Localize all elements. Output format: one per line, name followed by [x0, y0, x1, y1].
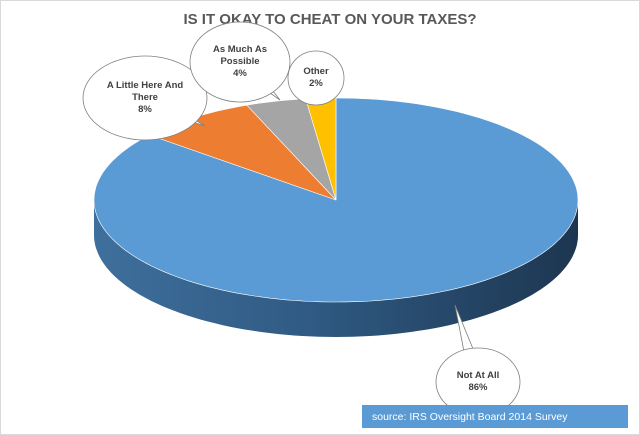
source-box — [362, 405, 628, 428]
data-label: Not At All 86% — [443, 370, 513, 394]
data-label: A Little Here And There 8% — [95, 80, 195, 116]
slice-side — [94, 200, 578, 337]
chart-title: IS IT OKAY TO CHEAT ON YOUR TAXES? — [183, 11, 476, 28]
source-note: source: IRS Oversight Board 2014 Survey — [372, 411, 568, 423]
category-label: Other — [303, 66, 329, 77]
data-label: As Much As Possible 4% — [200, 44, 280, 80]
value-label: 8% — [138, 104, 152, 115]
value-label: 4% — [233, 68, 247, 79]
callout-bubble — [189, 21, 291, 103]
category-label: A Little Here And There — [106, 80, 184, 103]
category-label: Not At All — [456, 370, 500, 381]
value-label: 86% — [468, 382, 488, 393]
callouts — [82, 21, 521, 417]
pie — [93, 97, 579, 337]
category-label: As Much As Possible — [212, 44, 268, 67]
callout-bubble — [82, 55, 208, 141]
data-label: Other 2% — [291, 66, 341, 90]
value-label: 2% — [309, 78, 323, 89]
callout-bubble — [287, 50, 345, 106]
